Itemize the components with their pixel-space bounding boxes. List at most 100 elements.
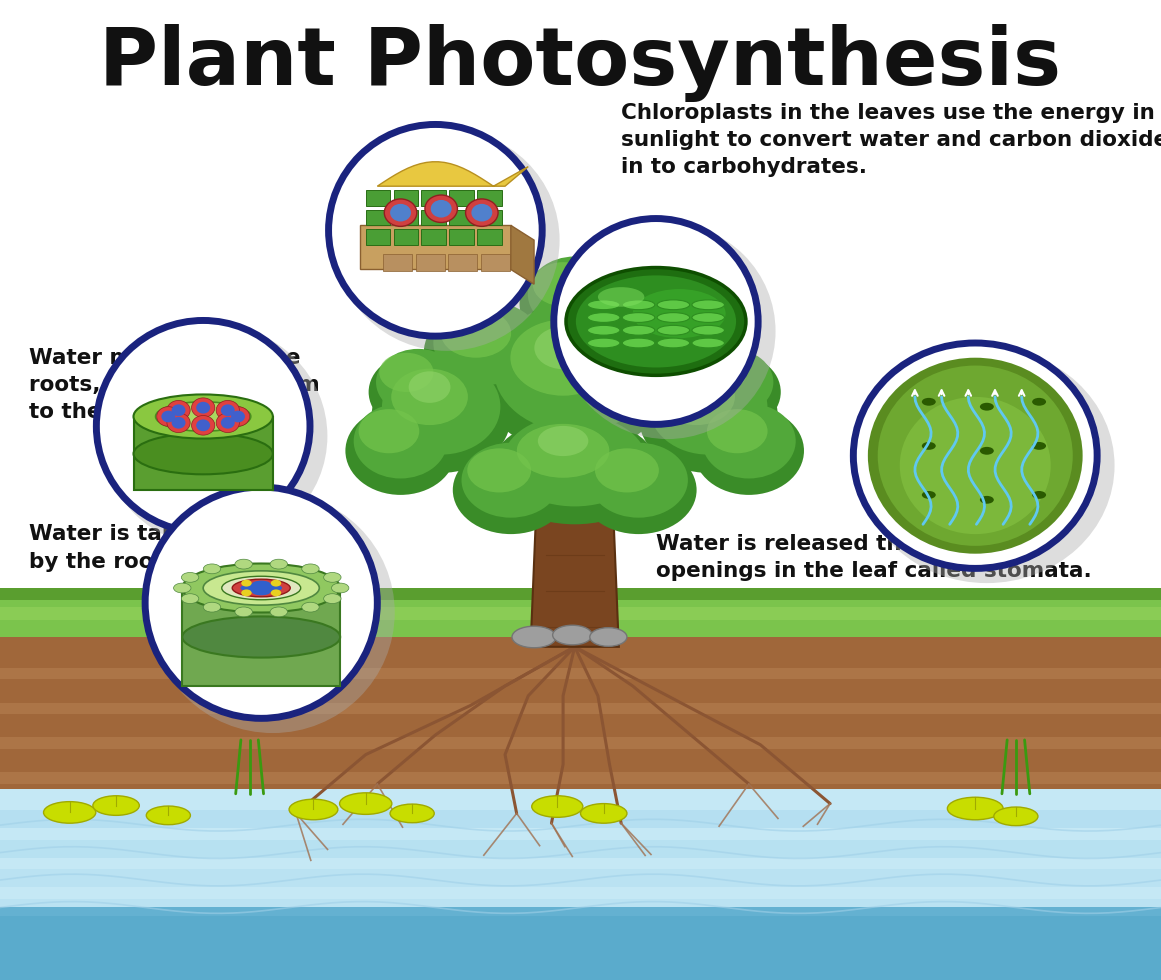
Ellipse shape [980, 403, 994, 411]
Text: Water is taken in
by the roots.: Water is taken in by the roots. [29, 524, 236, 571]
Ellipse shape [867, 358, 1082, 554]
Ellipse shape [173, 583, 190, 593]
Ellipse shape [156, 402, 251, 431]
Ellipse shape [252, 588, 271, 596]
Ellipse shape [639, 361, 778, 473]
Ellipse shape [324, 572, 341, 582]
Ellipse shape [580, 446, 697, 534]
FancyBboxPatch shape [0, 737, 1161, 749]
Circle shape [221, 405, 235, 416]
Ellipse shape [271, 580, 281, 587]
Ellipse shape [554, 219, 758, 424]
Ellipse shape [329, 124, 542, 336]
Ellipse shape [232, 579, 290, 597]
Circle shape [167, 413, 190, 432]
Ellipse shape [590, 628, 627, 647]
FancyBboxPatch shape [416, 254, 445, 271]
Circle shape [466, 199, 498, 226]
FancyBboxPatch shape [0, 703, 1161, 714]
Ellipse shape [657, 300, 690, 310]
Ellipse shape [587, 338, 620, 348]
Ellipse shape [702, 404, 795, 478]
Ellipse shape [994, 808, 1038, 825]
Circle shape [471, 204, 492, 221]
Ellipse shape [598, 287, 644, 307]
Ellipse shape [134, 395, 273, 439]
Ellipse shape [622, 300, 655, 310]
Ellipse shape [596, 449, 659, 492]
FancyBboxPatch shape [366, 210, 390, 225]
FancyBboxPatch shape [383, 254, 412, 271]
Ellipse shape [424, 304, 551, 402]
Ellipse shape [657, 325, 690, 335]
Ellipse shape [532, 796, 583, 817]
FancyBboxPatch shape [477, 229, 502, 245]
Ellipse shape [380, 353, 433, 392]
Ellipse shape [134, 433, 273, 474]
Circle shape [390, 204, 411, 221]
Ellipse shape [324, 594, 341, 604]
Ellipse shape [334, 129, 560, 351]
Ellipse shape [271, 589, 281, 596]
Circle shape [216, 401, 239, 420]
FancyBboxPatch shape [448, 254, 477, 271]
Ellipse shape [376, 349, 460, 416]
Ellipse shape [560, 223, 776, 439]
Ellipse shape [615, 309, 685, 358]
Ellipse shape [241, 580, 252, 587]
FancyBboxPatch shape [477, 190, 502, 206]
Ellipse shape [96, 320, 310, 532]
Ellipse shape [580, 804, 627, 823]
Ellipse shape [146, 806, 190, 824]
FancyBboxPatch shape [394, 229, 418, 245]
Ellipse shape [203, 603, 221, 612]
Ellipse shape [1032, 442, 1046, 450]
Circle shape [161, 411, 175, 422]
Ellipse shape [565, 268, 745, 375]
FancyBboxPatch shape [0, 588, 1161, 642]
Ellipse shape [339, 793, 391, 814]
FancyBboxPatch shape [0, 789, 1161, 980]
FancyBboxPatch shape [0, 899, 1161, 916]
Circle shape [226, 407, 250, 426]
Ellipse shape [649, 359, 767, 455]
Ellipse shape [244, 583, 279, 593]
FancyBboxPatch shape [0, 840, 1161, 858]
Ellipse shape [683, 353, 780, 431]
FancyBboxPatch shape [0, 667, 1161, 679]
Ellipse shape [252, 580, 271, 587]
Polygon shape [531, 421, 619, 647]
Ellipse shape [151, 492, 395, 733]
Circle shape [431, 200, 452, 218]
Circle shape [425, 195, 457, 222]
Ellipse shape [622, 325, 655, 335]
Ellipse shape [368, 353, 467, 431]
Ellipse shape [692, 313, 724, 322]
Text: Plant Photosynthesis: Plant Photosynthesis [100, 24, 1061, 103]
Ellipse shape [622, 338, 655, 348]
Ellipse shape [181, 594, 199, 604]
Ellipse shape [332, 583, 349, 593]
Circle shape [196, 419, 210, 431]
Ellipse shape [692, 325, 724, 335]
Ellipse shape [694, 407, 803, 495]
Ellipse shape [467, 449, 532, 492]
Ellipse shape [859, 348, 1115, 583]
FancyBboxPatch shape [0, 0, 1161, 588]
Ellipse shape [240, 584, 259, 591]
FancyBboxPatch shape [477, 210, 502, 225]
Ellipse shape [102, 325, 327, 547]
Text: Water moves from the
roots, through the stem
to the leaves.: Water moves from the roots, through the … [29, 348, 319, 422]
Circle shape [167, 401, 190, 420]
Circle shape [231, 411, 245, 422]
Ellipse shape [346, 407, 455, 495]
Ellipse shape [878, 366, 1073, 546]
Circle shape [172, 416, 186, 428]
Ellipse shape [587, 300, 620, 310]
FancyBboxPatch shape [0, 907, 1161, 980]
FancyBboxPatch shape [0, 810, 1161, 828]
Ellipse shape [491, 416, 659, 524]
Ellipse shape [493, 303, 656, 432]
Ellipse shape [693, 353, 747, 392]
Ellipse shape [900, 397, 1051, 534]
